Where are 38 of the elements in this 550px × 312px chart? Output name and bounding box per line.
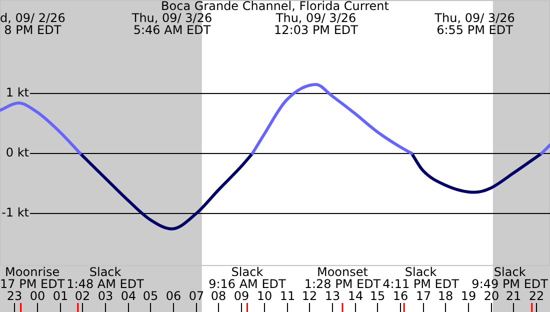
x-tick-label: 16 xyxy=(392,289,408,304)
x-tick-label: 03 xyxy=(98,289,114,304)
x-tick-label: 13 xyxy=(324,289,340,304)
x-tick-label: 15 xyxy=(370,289,386,304)
annotation: Thu, 09/ 3/26 5:46 AM EDT xyxy=(130,11,212,38)
x-tick-label: 04 xyxy=(120,289,136,304)
x-tick-label: 11 xyxy=(280,289,296,304)
x-tick-label: 20 xyxy=(484,289,500,304)
x-tick-label: 07 xyxy=(188,289,204,304)
x-tick-label: 06 xyxy=(166,289,182,304)
x-tick-label: 09 xyxy=(234,289,250,304)
x-tick-label: 05 xyxy=(142,289,158,304)
ref-line-label: Slack 9:16 AM EDT xyxy=(208,265,287,292)
ref-line-label: Slack 1:48 AM EDT xyxy=(66,265,145,292)
x-tick-label: 12 xyxy=(302,289,318,304)
y-tick-label: 1 kt xyxy=(6,86,30,100)
annotation: d, 09/ 2/26 8 PM EDT xyxy=(0,11,66,38)
x-tick-label: 01 xyxy=(52,289,68,304)
x-tick-label: 10 xyxy=(256,289,272,304)
x-tick-label: 14 xyxy=(348,289,364,304)
x-tick-label: 17 xyxy=(416,289,432,304)
x-tick-label: 08 xyxy=(210,289,226,304)
ref-line-label: Slack 4:11 PM EDT xyxy=(382,265,460,292)
x-tick-label: 00 xyxy=(30,289,46,304)
x-tick-label: 23 xyxy=(6,289,22,304)
chart-title: Boca Grande Channel, Florida Current xyxy=(161,0,390,14)
ref-line-label: Moonrise 17 PM EDT xyxy=(0,265,66,292)
ref-line-label: Moonset 1:28 PM EDT xyxy=(304,265,382,292)
x-tick-label: 18 xyxy=(438,289,454,304)
x-tick-label: 21 xyxy=(506,289,522,304)
x-tick-label: 22 xyxy=(528,289,544,304)
annotation: Thu, 09/ 3/26 12:03 PM EDT xyxy=(274,11,359,38)
y-tick-label: 0 kt xyxy=(6,146,30,160)
y-tick-label: -1 kt xyxy=(2,206,30,220)
annotation: Thu, 09/ 3/26 6:55 PM EDT xyxy=(434,11,515,38)
ref-line-label: Slack 9:49 PM EDT xyxy=(472,265,549,292)
x-tick-label: 02 xyxy=(74,289,90,304)
x-tick-label: 19 xyxy=(460,289,476,304)
